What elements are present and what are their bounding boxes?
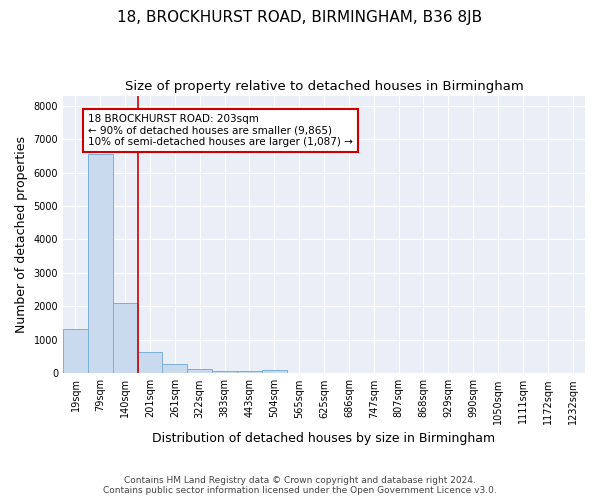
Bar — [187, 369, 212, 374]
Bar — [63, 329, 88, 374]
X-axis label: Distribution of detached houses by size in Birmingham: Distribution of detached houses by size … — [152, 432, 496, 445]
Y-axis label: Number of detached properties: Number of detached properties — [15, 136, 28, 333]
Text: 18 BROCKHURST ROAD: 203sqm
← 90% of detached houses are smaller (9,865)
10% of s: 18 BROCKHURST ROAD: 203sqm ← 90% of deta… — [88, 114, 353, 147]
Text: Contains HM Land Registry data © Crown copyright and database right 2024.
Contai: Contains HM Land Registry data © Crown c… — [103, 476, 497, 495]
Bar — [137, 352, 163, 374]
Text: 18, BROCKHURST ROAD, BIRMINGHAM, B36 8JB: 18, BROCKHURST ROAD, BIRMINGHAM, B36 8JB — [118, 10, 482, 25]
Title: Size of property relative to detached houses in Birmingham: Size of property relative to detached ho… — [125, 80, 523, 93]
Bar — [113, 303, 137, 374]
Bar — [262, 370, 287, 374]
Bar — [163, 364, 187, 374]
Bar — [212, 370, 237, 374]
Bar — [88, 154, 113, 374]
Bar — [237, 372, 262, 374]
